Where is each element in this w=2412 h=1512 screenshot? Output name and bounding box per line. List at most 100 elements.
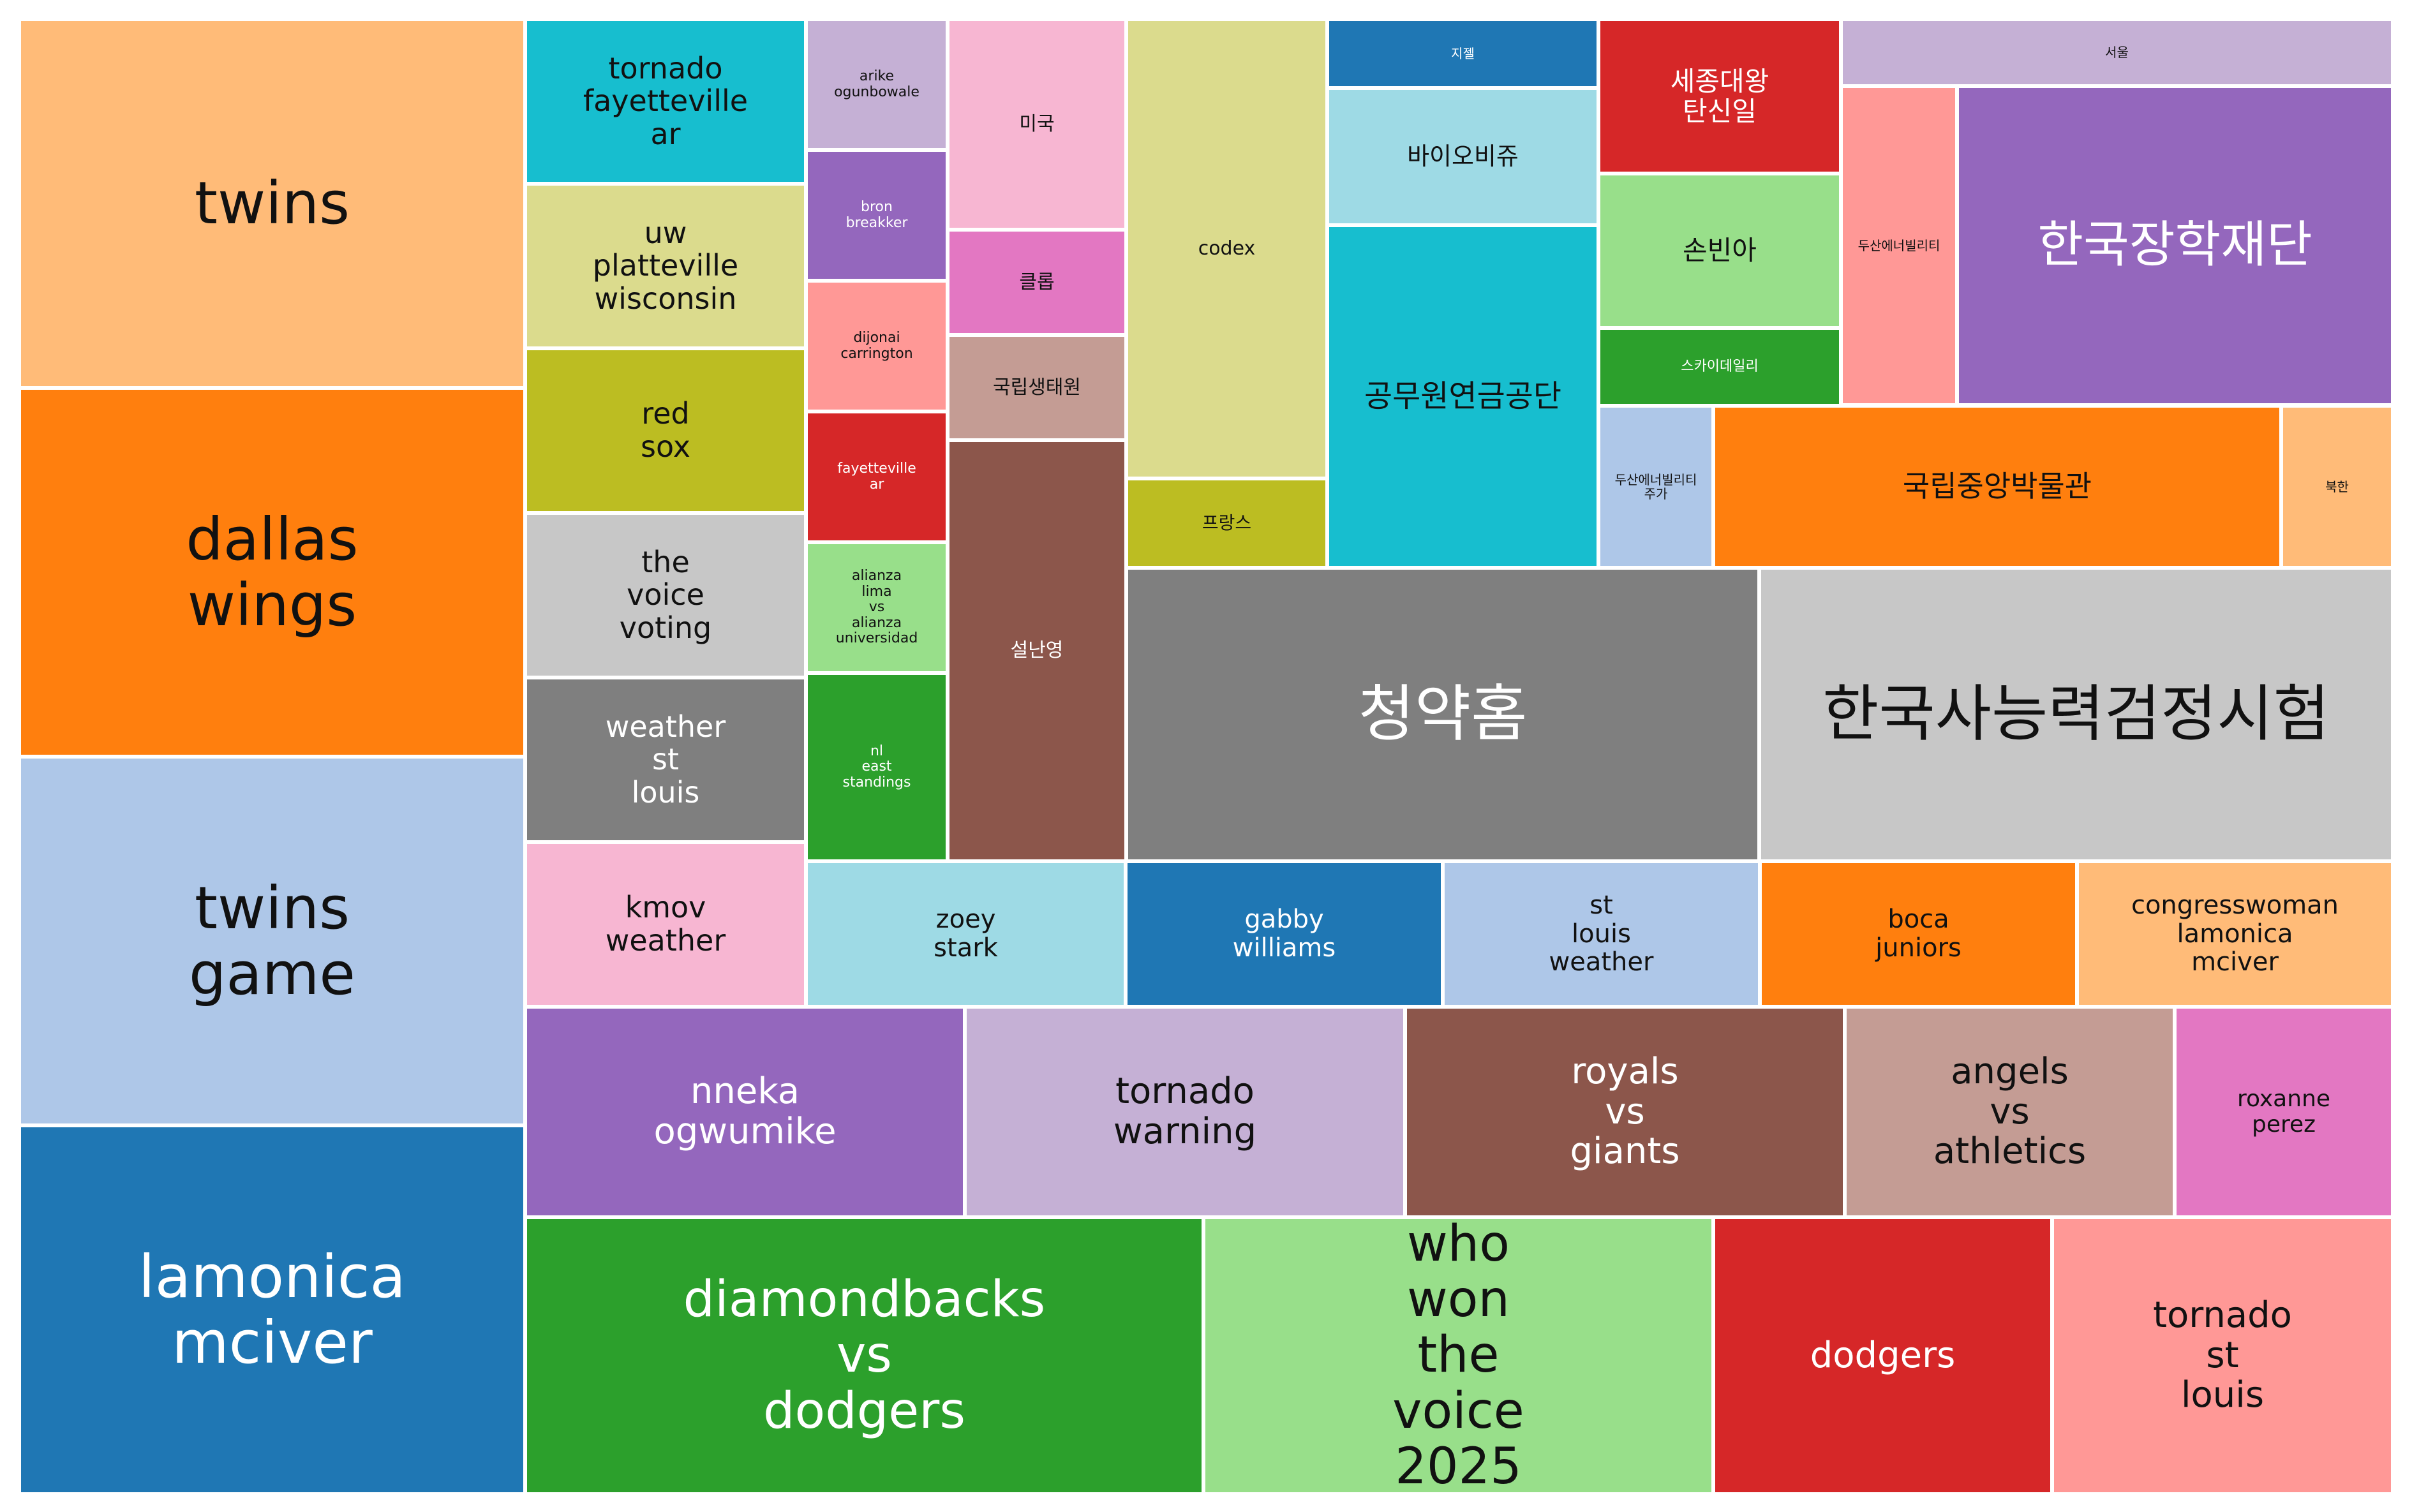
treemap-cell-label: roxanne perez: [2237, 1085, 2331, 1138]
treemap-cell: 지젤: [1327, 19, 1598, 88]
treemap-cell: fayetteville ar: [806, 411, 948, 542]
treemap-cell-label: dallas wings: [186, 505, 359, 639]
treemap-cell-label: 북한: [2325, 478, 2349, 494]
treemap-cell-label: twins game: [189, 873, 355, 1008]
treemap-cell: 한국장학재단: [1957, 86, 2393, 405]
treemap-cell-label: dijonai carrington: [840, 329, 913, 362]
treemap-cell: alianza lima vs alianza universidad: [806, 542, 948, 673]
treemap-cell: kmov weather: [525, 842, 806, 1007]
treemap-cell-label: nneka ogwumike: [653, 1071, 837, 1152]
treemap-cell-label: arike ogunbowale: [834, 68, 919, 100]
treemap-cell-label: nl east standings: [842, 743, 911, 790]
treemap-cell: 한국사능력검정시험: [1759, 568, 2393, 861]
treemap-cell: bron breakker: [806, 150, 948, 281]
treemap-cell-label: 세종대왕 탄신일: [1670, 65, 1769, 127]
treemap-cell: the voice voting: [525, 513, 806, 678]
treemap-cell: dodgers: [1713, 1217, 2052, 1494]
treemap-cell-label: tornado fayetteville ar: [583, 50, 748, 151]
treemap-cell-label: diamondbacks vs dodgers: [683, 1270, 1046, 1440]
treemap-cell: red sox: [525, 348, 806, 513]
treemap-cell-label: 프랑스: [1202, 512, 1252, 534]
treemap-cell: 설난영: [948, 440, 1126, 861]
treemap-cell: 클롭: [948, 230, 1126, 335]
treemap-cell-label: congresswoman lamonica mciver: [2131, 890, 2339, 977]
treemap-cell-label: tornado st louis: [2153, 1294, 2292, 1416]
treemap-cell: 두산에너빌리티: [1841, 86, 1957, 405]
treemap-cell: codex: [1126, 19, 1327, 478]
treemap-cell-label: bron breakker: [845, 198, 908, 231]
treemap-cell-label: 두산에너빌리티: [1857, 237, 1940, 253]
treemap-cell: twins game: [19, 757, 525, 1125]
treemap-cell: who won the voice 2025: [1203, 1217, 1713, 1494]
treemap-cell-label: alianza lima vs alianza universidad: [835, 567, 918, 647]
treemap-cell-label: boca juniors: [1875, 905, 1962, 963]
treemap-cell-label: zoey stark: [934, 905, 998, 963]
treemap-cell-label: 국립중앙박물관: [1902, 469, 2092, 504]
treemap-cell: dijonai carrington: [806, 281, 948, 411]
treemap-cell-label: the voice voting: [619, 544, 712, 645]
treemap-cell-label: kmov weather: [605, 890, 726, 958]
treemap-cell: 청약홈: [1126, 568, 1759, 861]
treemap-cell: gabby williams: [1126, 861, 1443, 1007]
treemap-cell-label: dodgers: [1810, 1334, 1956, 1376]
treemap-cell: 서울: [1841, 19, 2393, 86]
treemap-cell: 국립중앙박물관: [1713, 406, 2281, 568]
treemap-cell-label: 국립생태원: [993, 376, 1081, 399]
treemap-cell-label: 지젤: [1451, 45, 1475, 61]
treemap-cell: tornado fayetteville ar: [525, 19, 806, 184]
treemap-cell: tornado st louis: [2052, 1217, 2393, 1494]
treemap-cell-label: twins: [194, 169, 350, 238]
treemap-cell: boca juniors: [1760, 861, 2077, 1007]
treemap-cell: arike ogunbowale: [806, 19, 948, 150]
treemap-cell: nl east standings: [806, 673, 948, 861]
treemap-cell: weather st louis: [525, 678, 806, 842]
treemap-cell-label: who won the voice 2025: [1392, 1217, 1524, 1494]
treemap-cell-label: uw platteville wisconsin: [592, 215, 739, 316]
treemap-cell: 손빈아: [1598, 174, 1841, 328]
treemap-cell-label: 바이오비쥬: [1407, 142, 1519, 171]
treemap-cell-label: 클롭: [1019, 271, 1055, 293]
treemap-cell-label: 청약홈: [1358, 678, 1528, 750]
treemap-cell: 세종대왕 탄신일: [1598, 19, 1841, 174]
treemap-cell-label: lamonica mciver: [138, 1242, 406, 1377]
treemap-cell: tornado warning: [965, 1007, 1405, 1217]
treemap-cell-label: 설난영: [1010, 639, 1064, 662]
treemap-cell-label: gabby williams: [1232, 905, 1336, 963]
treemap-cell-label: 공무원연금공단: [1364, 378, 1562, 414]
treemap-cell-label: 스카이데일리: [1681, 358, 1759, 374]
treemap-cell: 프랑스: [1126, 478, 1327, 568]
treemap-cell: diamondbacks vs dodgers: [525, 1217, 1203, 1494]
treemap-cell: lamonica mciver: [19, 1125, 525, 1494]
treemap-cell-label: st louis weather: [1549, 890, 1654, 977]
treemap-cell: royals vs giants: [1405, 1007, 1845, 1217]
treemap-cell-label: tornado warning: [1113, 1071, 1257, 1152]
treemap-cell-label: royals vs giants: [1570, 1050, 1680, 1173]
treemap-cell: 미국: [948, 19, 1126, 230]
treemap-cell: angels vs athletics: [1845, 1007, 2175, 1217]
treemap-cell-label: 한국장학재단: [2037, 216, 2312, 274]
treemap-cell-label: weather st louis: [605, 709, 726, 810]
treemap-cell: 북한: [2281, 406, 2393, 568]
treemap-cell: 두산에너빌리티 주가: [1598, 406, 1713, 568]
treemap-cell-label: 서울: [2105, 45, 2129, 61]
treemap-cell-label: 두산에너빌리티 주가: [1614, 471, 1697, 501]
treemap-cell: uw platteville wisconsin: [525, 184, 806, 348]
treemap-cell-label: angels vs athletics: [1933, 1050, 2087, 1173]
treemap-cell: dallas wings: [19, 388, 525, 757]
treemap-cell: twins: [19, 19, 525, 388]
treemap-cell-label: fayetteville ar: [837, 460, 916, 493]
treemap-cell: roxanne perez: [2175, 1007, 2393, 1217]
treemap-cell: 스카이데일리: [1598, 328, 1841, 406]
treemap-cell: 바이오비쥬: [1327, 88, 1598, 225]
treemap-cell: 국립생태원: [948, 335, 1126, 440]
treemap-cell: congresswoman lamonica mciver: [2077, 861, 2393, 1007]
treemap-cell: st louis weather: [1443, 861, 1760, 1007]
treemap-cell: 공무원연금공단: [1327, 225, 1598, 568]
treemap-cell: zoey stark: [806, 861, 1126, 1007]
treemap-cell-label: 한국사능력검정시험: [1822, 678, 2330, 750]
treemap-cell: nneka ogwumike: [525, 1007, 965, 1217]
treemap-cell-label: codex: [1198, 237, 1256, 260]
treemap-cell-label: red sox: [641, 396, 690, 464]
treemap-cell-label: 미국: [1019, 113, 1055, 136]
